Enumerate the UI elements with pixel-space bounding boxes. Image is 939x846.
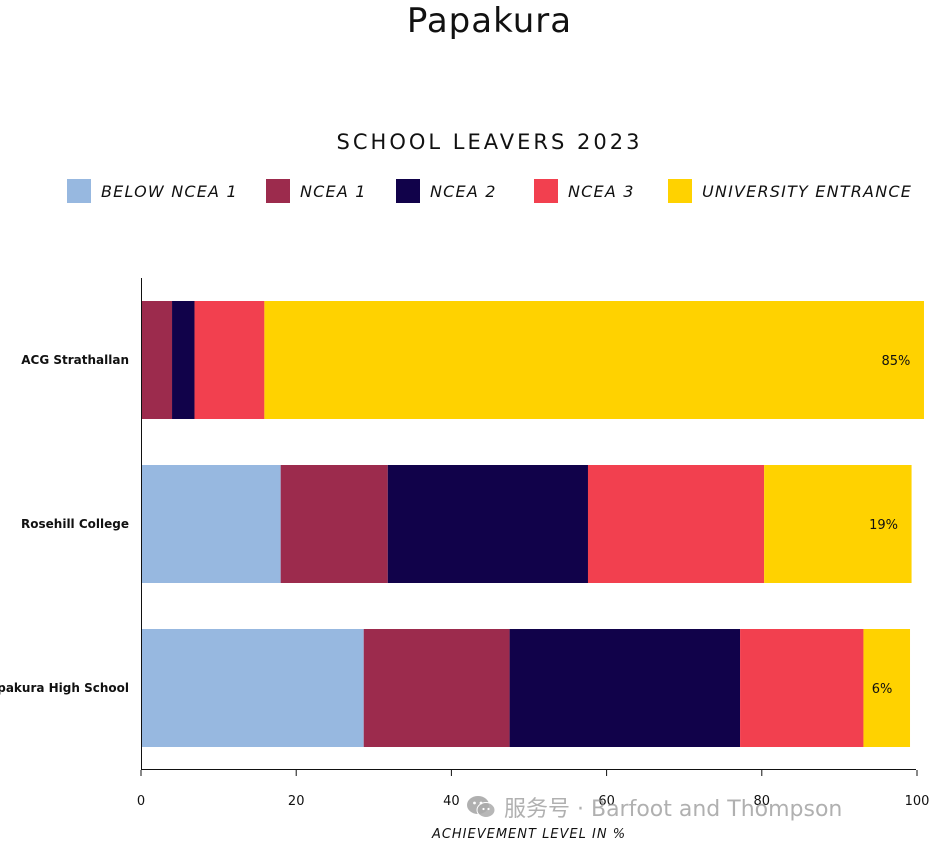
- bar-segment: [740, 629, 864, 747]
- bar-segment: [194, 301, 265, 419]
- chart-legend: BELOW NCEA 1 NCEA 1 NCEA 2 NCEA 3 UNIVER…: [67, 178, 927, 204]
- x-tick-label: 20: [288, 794, 305, 809]
- legend-swatch: [67, 179, 91, 203]
- bar-segment: [387, 465, 588, 583]
- category-label: Rosehill College: [21, 517, 129, 531]
- legend-swatch: [668, 179, 692, 203]
- legend-item-ncea-3: NCEA 3: [534, 178, 635, 204]
- legend-swatch: [266, 179, 290, 203]
- legend-label: NCEA 3: [568, 181, 635, 201]
- x-tick-label: 40: [443, 794, 460, 809]
- bar-segment: [141, 465, 281, 583]
- legend-label: NCEA 2: [430, 181, 497, 201]
- x-tick-label: 100: [905, 794, 930, 809]
- x-tick-label: 80: [754, 794, 771, 809]
- category-label: Papakura High School: [0, 681, 129, 695]
- bars-layer: [141, 301, 924, 747]
- x-axis-title: ACHIEVEMENT LEVEL IN %: [431, 827, 626, 842]
- legend-label: NCEA 1: [300, 181, 367, 201]
- legend-swatch: [396, 179, 420, 203]
- bar-segment: [172, 301, 195, 419]
- legend-label: BELOW NCEA 1: [101, 181, 238, 201]
- bar-segment: [587, 465, 765, 583]
- ticks-layer: 0 20 40 60 80 100: [137, 770, 930, 809]
- bar-segment: [141, 629, 364, 747]
- data-label: 85%: [882, 354, 911, 369]
- legend-item-below-ncea-1: BELOW NCEA 1: [67, 178, 238, 204]
- axis-layer: [141, 278, 916, 770]
- x-tick-label: 60: [598, 794, 615, 809]
- legend-item-ncea-1: NCEA 1: [266, 178, 367, 204]
- category-label: ACG Strathallan: [21, 353, 129, 367]
- x-tick-label: 0: [137, 794, 145, 809]
- bar-segment: [509, 629, 741, 747]
- bar-segment: [141, 301, 173, 419]
- bar-segment: [264, 301, 924, 419]
- bar-segment: [363, 629, 510, 747]
- page-title: Papakura: [406, 1, 573, 41]
- data-label: 6%: [872, 682, 893, 697]
- legend-item-university-entrance: UNIVERSITY ENTRANCE: [668, 178, 912, 204]
- bar-segment: [280, 465, 388, 583]
- data-labels: 85% 19% 6%: [869, 354, 910, 697]
- category-labels: ACG Strathallan Rosehill College Papakura …: [0, 353, 129, 695]
- legend-swatch: [534, 179, 558, 203]
- data-label: 19%: [869, 518, 898, 533]
- legend-label: UNIVERSITY ENTRANCE: [702, 181, 913, 201]
- bar-segment: [863, 629, 911, 747]
- chart-title: SCHOOL LEAVERS 2023: [336, 130, 643, 154]
- legend-item-ncea-2: NCEA 2: [396, 178, 497, 204]
- bar-segment: [764, 465, 912, 583]
